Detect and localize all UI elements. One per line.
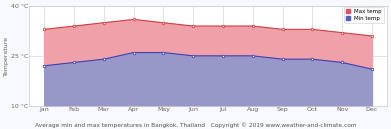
Text: Average min and max temperatures in Bangkok, Thailand   Copyright © 2019 www.wea: Average min and max temperatures in Bang… [35,122,356,128]
Legend: Max temp, Min temp: Max temp, Min temp [344,7,384,23]
Y-axis label: Temperature: Temperature [4,36,9,76]
